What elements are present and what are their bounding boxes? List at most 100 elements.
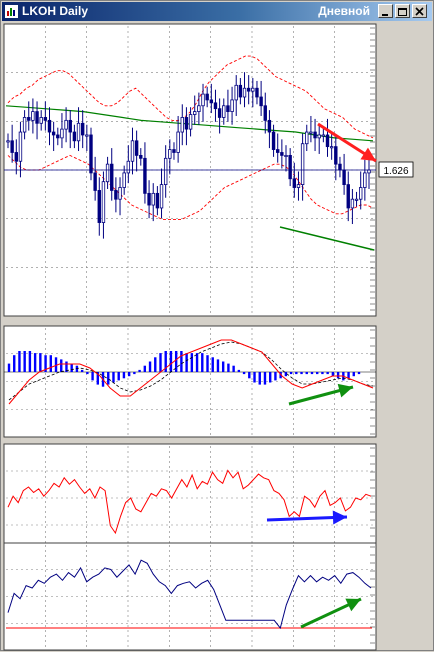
candle-body — [126, 160, 131, 174]
resistance-arrow-head — [360, 147, 376, 161]
lower-up-arrow-head — [345, 598, 361, 612]
histogram-bar — [336, 372, 340, 379]
candle-body — [263, 105, 267, 121]
histogram-bar — [107, 372, 110, 385]
histogram-bar — [284, 372, 288, 377]
histogram-bar — [258, 372, 261, 385]
candle-body — [180, 117, 184, 133]
candle-body — [184, 117, 189, 130]
candle-body — [130, 140, 135, 162]
window-title: LKOH Daily — [22, 4, 89, 18]
candle-body — [201, 93, 205, 107]
candle-body — [47, 119, 52, 133]
candle-body — [354, 198, 359, 201]
histogram-bar — [274, 372, 277, 381]
histogram-up-arrow-head — [337, 383, 353, 398]
maximize-button[interactable] — [395, 4, 410, 18]
candle-body — [350, 198, 355, 209]
candle-body — [172, 149, 176, 153]
histogram-bar — [295, 372, 298, 375]
candle-body — [143, 157, 147, 194]
candle-body — [226, 105, 230, 113]
oscillator-red-line — [7, 469, 372, 535]
candle-body — [246, 87, 251, 92]
candle-body — [288, 154, 292, 180]
candle-body — [321, 134, 326, 137]
candle-body — [305, 131, 309, 145]
title-bar[interactable]: LKOH Daily Дневной — [2, 2, 432, 21]
candle-body — [60, 128, 64, 139]
candle-body — [317, 134, 321, 139]
histogram-bar — [253, 372, 256, 383]
candle-body — [309, 131, 313, 134]
minimize-button[interactable] — [378, 4, 393, 18]
histogram-bar — [44, 355, 47, 372]
candle-body — [114, 190, 118, 200]
histogram-bar — [185, 353, 188, 372]
histogram-bar — [248, 372, 251, 379]
support-trend-line — [279, 226, 375, 251]
histogram-bar — [96, 372, 100, 385]
candle-body — [110, 163, 114, 191]
histogram-bar — [49, 355, 52, 372]
histogram-bar — [201, 353, 204, 372]
candle-body — [10, 140, 14, 153]
candle-body — [209, 99, 214, 104]
close-icon — [415, 7, 424, 16]
lower-oscillator-panel-frame — [3, 542, 377, 651]
histogram-bar — [65, 361, 68, 372]
histogram-bar — [216, 359, 220, 372]
candle-body — [168, 149, 172, 159]
candle-body — [101, 181, 106, 223]
candle-body — [93, 172, 97, 191]
histogram-bar — [268, 372, 272, 383]
histogram-bar — [7, 363, 11, 372]
histogram-bar — [13, 355, 16, 372]
candle-body — [296, 184, 301, 188]
candle-body — [300, 143, 305, 186]
candle-body — [80, 122, 85, 136]
candle-body — [197, 105, 201, 113]
candle-body — [51, 131, 56, 136]
candle-body — [22, 117, 27, 133]
histogram-bar — [211, 357, 214, 372]
histogram-bar — [242, 372, 246, 375]
candle-body — [313, 131, 317, 139]
candle-body — [276, 149, 280, 153]
histogram-bar — [117, 372, 120, 381]
candle-body — [105, 163, 110, 183]
histogram-bar — [347, 372, 350, 379]
histogram-bar — [154, 357, 157, 372]
histogram-bar — [221, 361, 225, 372]
candle-body — [342, 169, 346, 185]
histogram-bar — [321, 372, 324, 375]
candle-body — [18, 131, 23, 162]
histogram-bar — [357, 372, 361, 375]
timeframe-label: Дневной — [318, 4, 370, 18]
close-button[interactable] — [412, 4, 427, 18]
candle-body — [334, 146, 338, 165]
maximize-icon — [398, 8, 407, 16]
candle-body — [151, 192, 155, 206]
candle-body — [147, 192, 151, 206]
candle-body — [188, 114, 193, 130]
histogram-bar — [352, 372, 355, 377]
candle-body — [359, 187, 363, 200]
candle-body — [68, 119, 72, 133]
candle-body — [56, 134, 60, 139]
signal-line — [8, 341, 374, 401]
histogram-bar — [164, 351, 167, 372]
candle-body — [280, 152, 284, 156]
candle-body — [43, 117, 48, 121]
price-label: 1.626 — [383, 166, 408, 177]
histogram-bar — [54, 357, 58, 372]
histogram-bar — [159, 353, 162, 372]
candle-body — [35, 111, 39, 124]
candle-body — [259, 96, 263, 107]
candle-body — [234, 84, 238, 101]
candle-body — [159, 184, 164, 209]
histogram-bar — [112, 372, 115, 383]
candle-body — [251, 87, 255, 92]
oscillator-blue-line — [7, 559, 372, 630]
histogram-bar — [305, 372, 308, 375]
